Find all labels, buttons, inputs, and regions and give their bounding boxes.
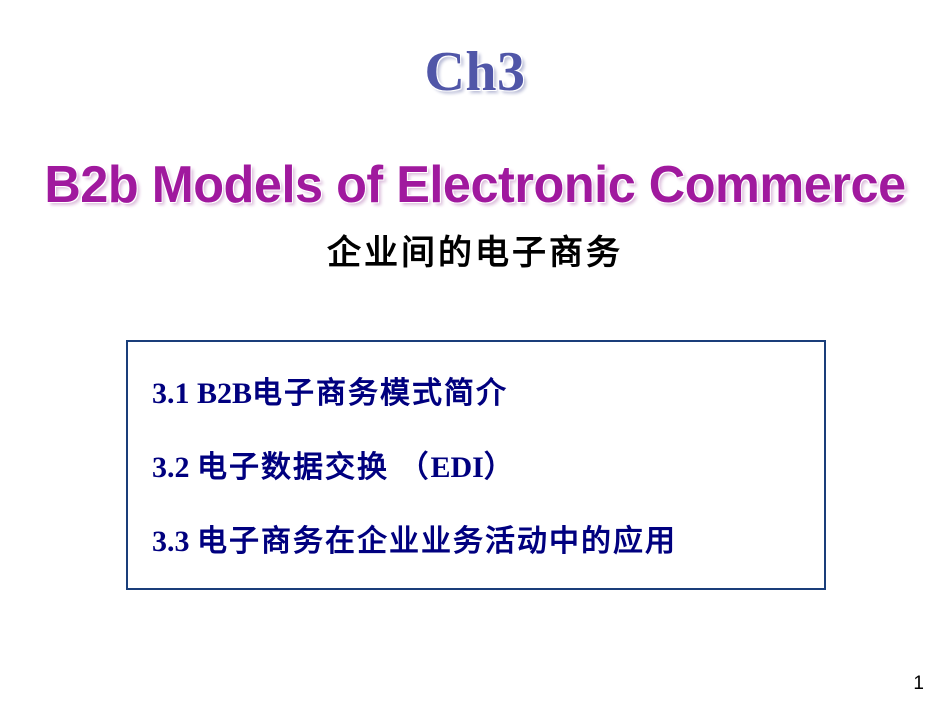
toc-item-3: 3.3 电子商务在企业业务活动中的应用 <box>152 516 804 560</box>
slide-container: Ch3 B2b Models of Electronic Commerce 企业… <box>0 0 950 713</box>
toc-item-2-latin: EDI <box>431 451 484 484</box>
toc-item-3-text: 电子商务在企业业务活动中的应用 <box>197 525 677 558</box>
toc-item-2-num: 3.2 <box>152 451 197 484</box>
toc-item-1: 3.1 B2B电子商务模式简介 <box>152 368 804 412</box>
toc-item-1-text: 电子商务模式简介 <box>252 377 508 410</box>
chapter-label: Ch3 <box>0 40 950 104</box>
contents-box: 3.1 B2B电子商务模式简介 3.2 电子数据交换 （EDI） 3.3 电子商… <box>126 340 826 590</box>
toc-item-2-suffix: ） <box>484 451 516 484</box>
main-title-en: B2b Models of Electronic Commerce <box>14 155 936 215</box>
toc-item-3-num: 3.3 <box>152 525 197 558</box>
toc-item-2: 3.2 电子数据交换 （EDI） <box>152 442 804 486</box>
subtitle-zh: 企业间的电子商务 <box>0 225 950 274</box>
toc-item-2-mid: 电子数据交换 （ <box>197 451 431 484</box>
toc-item-1-num: 3.1 B2B <box>152 377 252 410</box>
page-number: 1 <box>913 673 924 695</box>
